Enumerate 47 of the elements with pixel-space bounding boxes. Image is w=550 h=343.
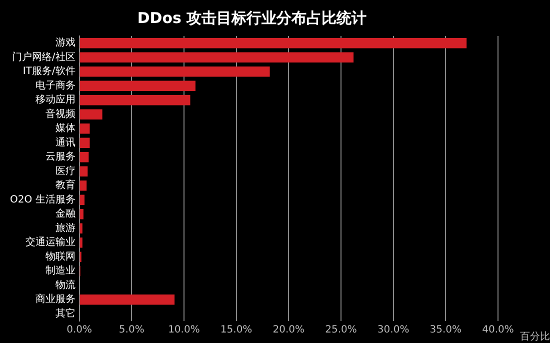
x-tick-label: 30.0%: [377, 324, 410, 336]
y-tick-label: 金融: [55, 208, 76, 220]
y-tick-label: 通讯: [55, 136, 76, 148]
bar: [80, 294, 175, 305]
y-tick-label: 门户网络/社区: [12, 50, 76, 63]
x-tick-label: 40.0%: [482, 324, 514, 336]
y-tick-label: 音视频: [45, 108, 76, 120]
y-tick-label: 物流: [55, 278, 76, 291]
bar: [80, 66, 270, 77]
y-tick-label: 制造业: [45, 264, 76, 277]
bar: [80, 80, 196, 92]
y-tick-label: 其它: [55, 307, 76, 320]
y-tick-label: O2O 生活服务: [10, 193, 76, 206]
x-tick-label: 10.0%: [168, 324, 200, 336]
bar: [80, 38, 467, 48]
bar: [80, 152, 89, 162]
y-tick-label: 云服务: [45, 150, 76, 163]
y-tick-label: 电子商务: [35, 79, 76, 92]
x-tick-label: 20.0%: [272, 324, 305, 336]
bar: [80, 237, 82, 248]
y-tick-label: 游戏: [55, 36, 76, 49]
bar: [80, 109, 102, 120]
bar: [80, 166, 88, 177]
y-tick-label: 旅游: [55, 222, 76, 234]
y-tick-label: 物联网: [45, 250, 76, 262]
bar: [80, 138, 90, 148]
chart-title: DDos 攻击目标行业分布占比统计: [137, 8, 367, 27]
y-tick-label: 媒体: [55, 122, 76, 134]
bar: [80, 94, 190, 106]
y-tick-label: 教育: [55, 179, 76, 192]
bar: [80, 194, 85, 206]
x-tick-label: 5.0%: [118, 324, 144, 336]
x-tick-label: 35.0%: [430, 324, 462, 336]
y-tick-label: IT服务/软件: [22, 65, 76, 78]
bar: [80, 52, 354, 63]
x-tick-label: 15.0%: [220, 324, 252, 336]
bar: [80, 208, 84, 220]
bar: [80, 123, 90, 134]
bar: [80, 180, 87, 191]
bar: [80, 223, 82, 234]
y-tick-label: 商业服务: [35, 293, 76, 306]
x-tick-label: 0.0%: [66, 324, 92, 336]
x-axis-title: 百分比: [520, 330, 550, 343]
x-tick-label: 25.0%: [325, 324, 357, 336]
y-tick-label: 移动应用: [35, 94, 76, 106]
y-tick-label: 交通运输业: [25, 236, 76, 248]
y-tick-label: 医疗: [55, 164, 76, 177]
